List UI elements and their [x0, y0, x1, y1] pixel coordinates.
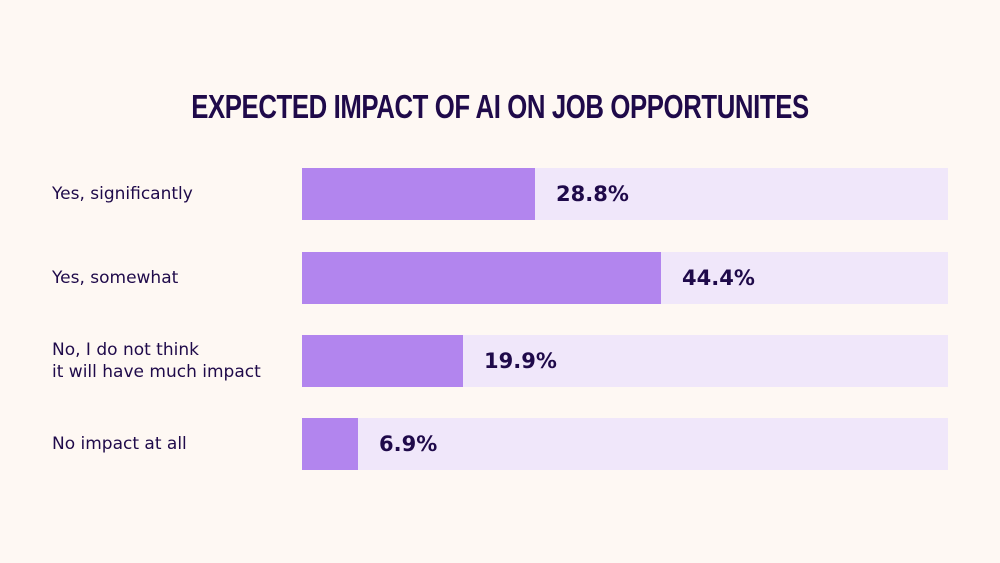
- category-label: No, I do not think it will have much imp…: [52, 340, 261, 382]
- value-label: 19.9%: [484, 349, 557, 373]
- category-label: Yes, somewhat: [52, 268, 179, 288]
- bar-track: 6.9%: [302, 418, 948, 470]
- bar-track: 44.4%: [302, 252, 948, 304]
- value-label: 44.4%: [682, 266, 755, 290]
- bar-track: 28.8%: [302, 168, 948, 220]
- bar: [302, 335, 463, 387]
- bar: [302, 252, 661, 304]
- category-label: Yes, significantly: [52, 184, 193, 204]
- bar: [302, 418, 358, 470]
- value-label: 6.9%: [379, 432, 438, 456]
- bar-track: 19.9%: [302, 335, 948, 387]
- bar: [302, 168, 535, 220]
- category-label: No impact at all: [52, 434, 187, 454]
- value-label: 28.8%: [556, 182, 629, 206]
- chart-title: EXPECTED IMPACT OF AI ON JOB OPPORTUNITE…: [191, 88, 809, 125]
